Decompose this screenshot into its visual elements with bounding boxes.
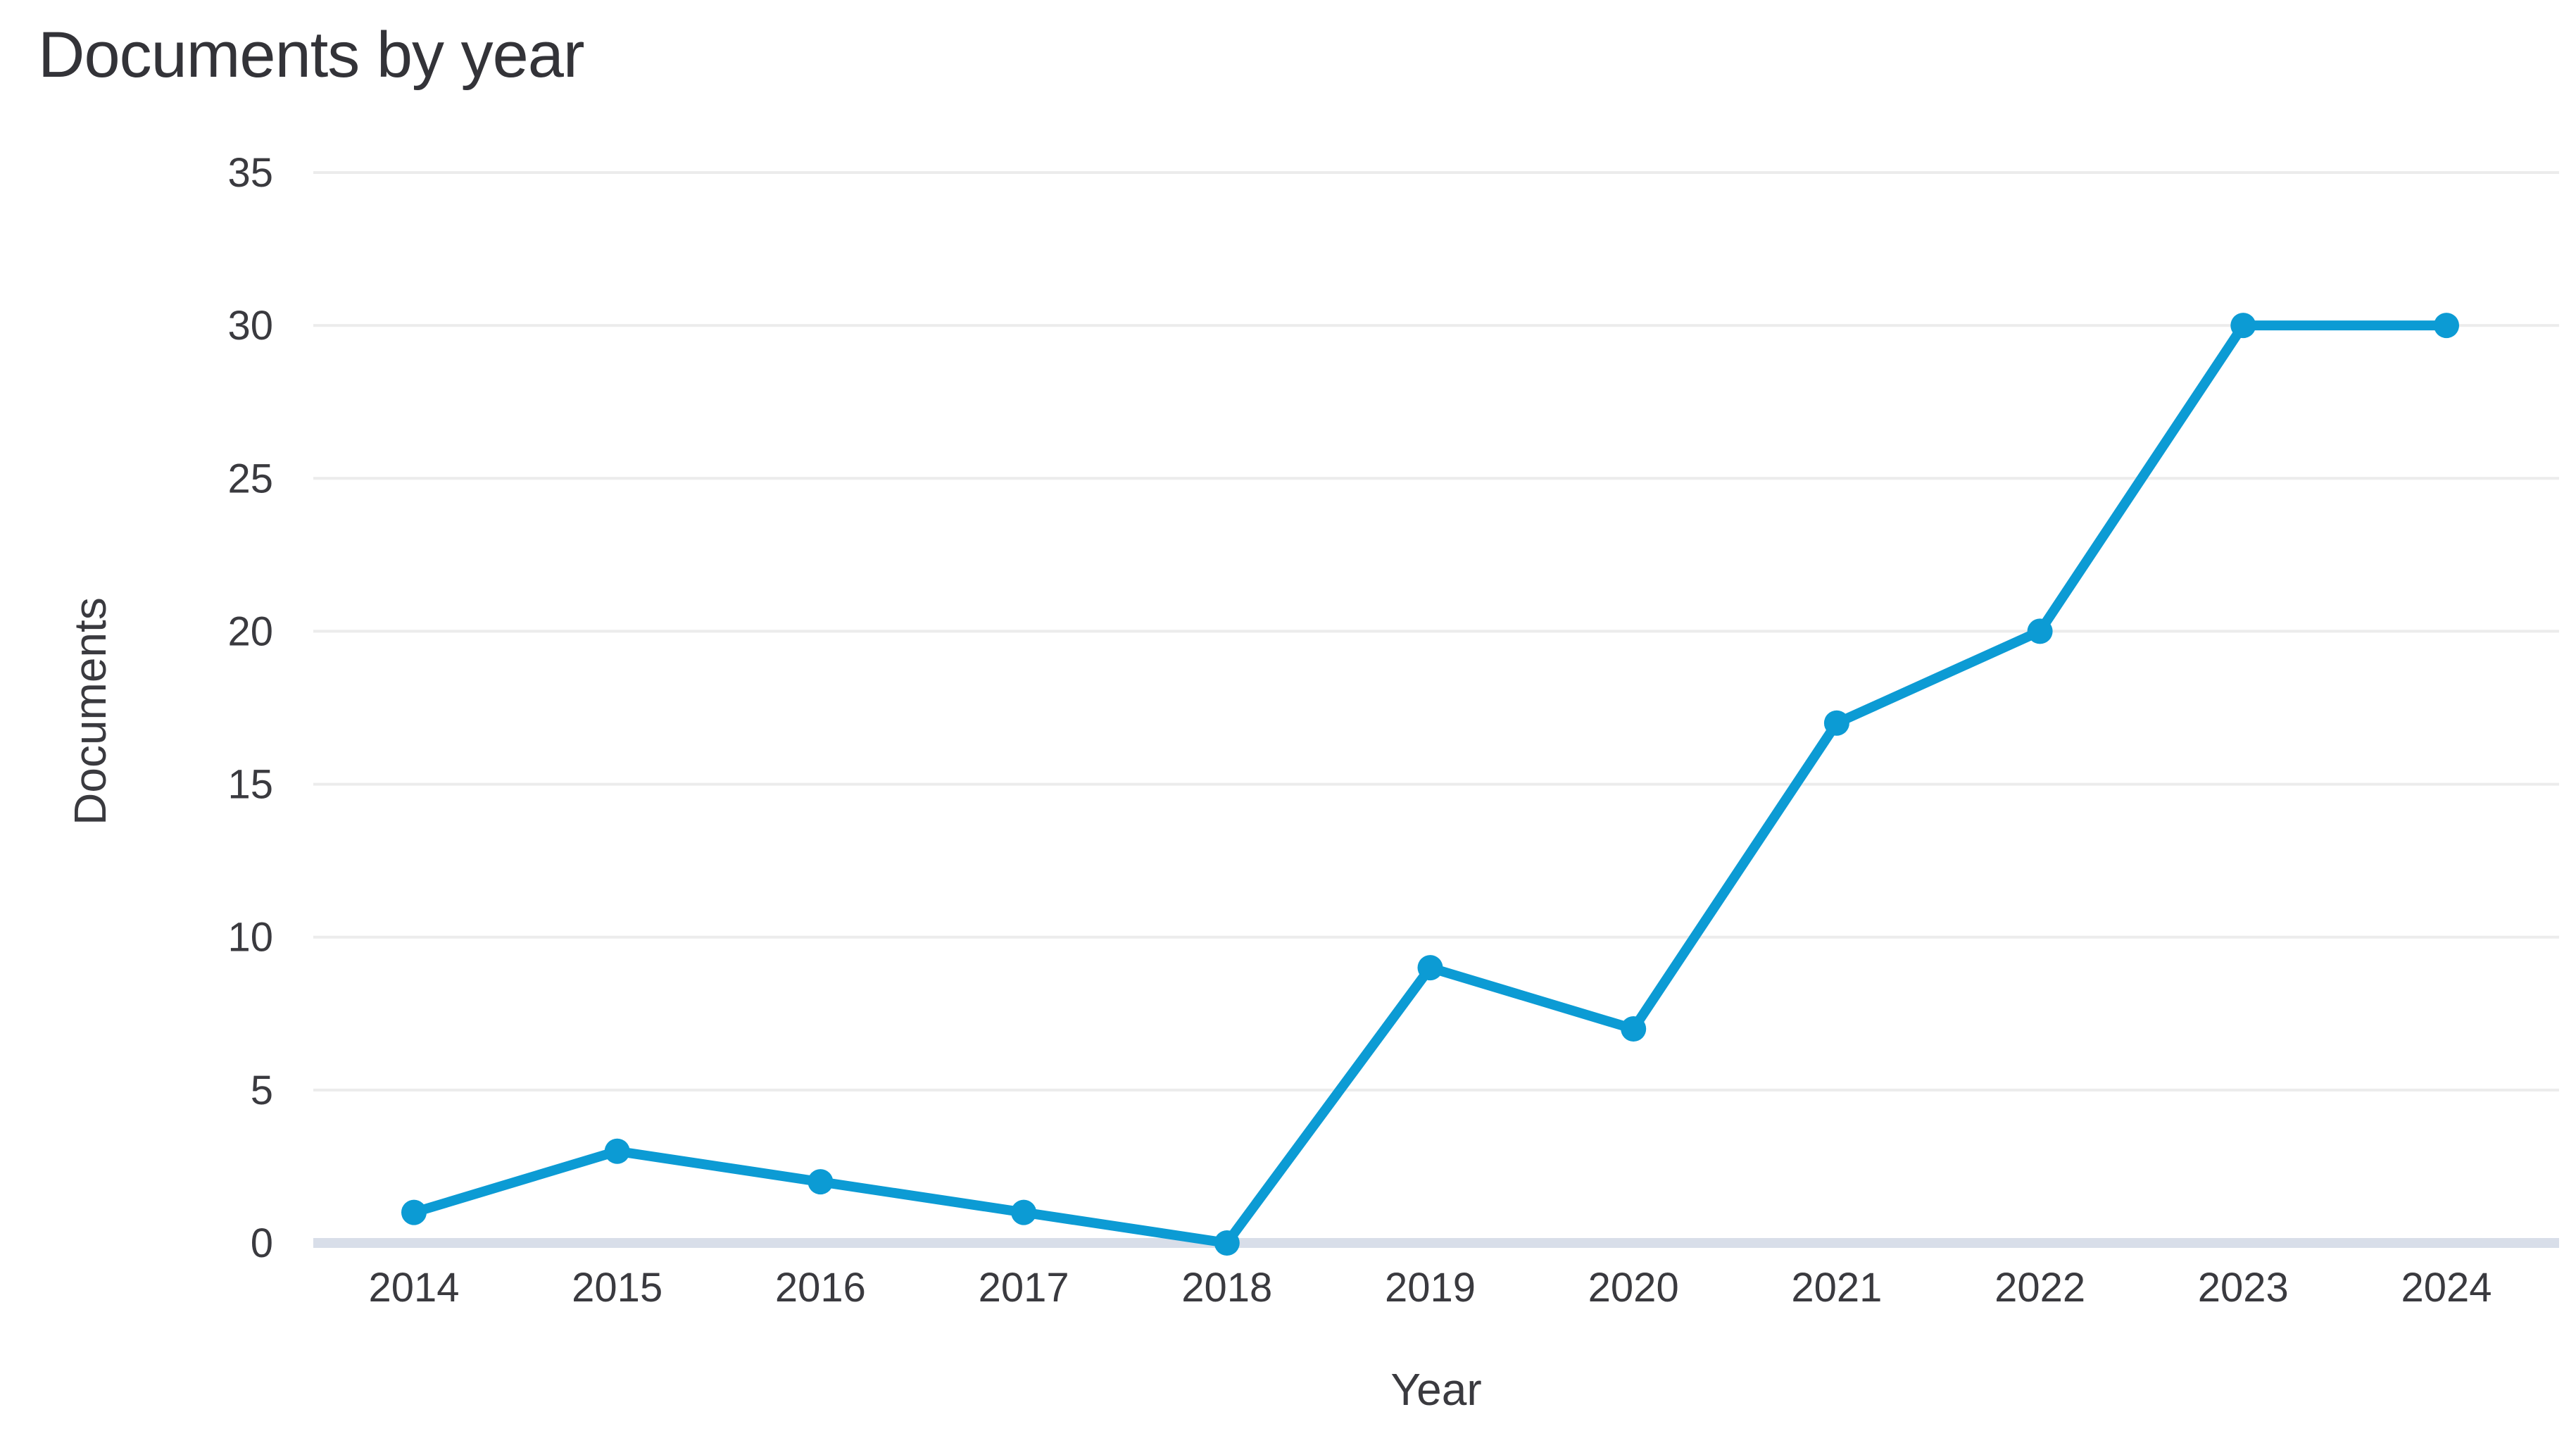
series-group xyxy=(401,313,2459,1256)
data-point-marker[interactable] xyxy=(808,1169,834,1195)
y-tick-label: 30 xyxy=(227,303,273,349)
x-axis-title: Year xyxy=(1390,1364,1482,1415)
x-tick-label: 2014 xyxy=(368,1265,459,1311)
data-point-marker[interactable] xyxy=(2434,313,2459,339)
x-tick-label: 2017 xyxy=(979,1265,1069,1311)
y-tick-label: 10 xyxy=(227,915,273,961)
x-tick-label: 2020 xyxy=(1588,1265,1679,1311)
data-point-marker[interactable] xyxy=(1011,1199,1037,1225)
y-tick-label: 35 xyxy=(227,150,273,196)
x-tick-label: 2023 xyxy=(2198,1265,2289,1311)
data-point-marker[interactable] xyxy=(1621,1016,1647,1042)
x-tick-label: 2015 xyxy=(572,1265,662,1311)
data-point-marker[interactable] xyxy=(401,1199,427,1225)
data-point-marker[interactable] xyxy=(1823,710,1849,736)
data-point-marker[interactable] xyxy=(1417,955,1443,981)
y-tick-labels-group: 0 5 10 15 20 25 30 35 xyxy=(227,150,273,1266)
gridlines-group xyxy=(313,171,2559,1248)
data-point-marker[interactable] xyxy=(1214,1230,1240,1256)
y-tick-label: 5 xyxy=(251,1068,273,1113)
y-tick-label: 0 xyxy=(251,1220,273,1266)
y-tick-label: 15 xyxy=(227,762,273,808)
data-point-marker[interactable] xyxy=(604,1138,630,1164)
y-tick-label: 20 xyxy=(227,608,273,654)
y-tick-label: 25 xyxy=(227,456,273,501)
data-point-marker[interactable] xyxy=(2027,618,2053,644)
x-tick-label: 2019 xyxy=(1385,1265,1476,1311)
data-point-marker[interactable] xyxy=(2230,313,2256,339)
x-tick-label: 2021 xyxy=(1791,1265,1882,1311)
x-tick-label: 2018 xyxy=(1181,1265,1272,1311)
chart-title: Documents by year xyxy=(38,19,585,91)
x-tick-labels-group: 2014 2015 2016 2017 2018 2019 2020 2021 2022 2023… xyxy=(368,1265,2492,1311)
x-tick-label: 2016 xyxy=(775,1265,866,1311)
x-tick-label: 2022 xyxy=(1994,1265,2085,1311)
x-tick-label: 2024 xyxy=(2401,1265,2492,1311)
